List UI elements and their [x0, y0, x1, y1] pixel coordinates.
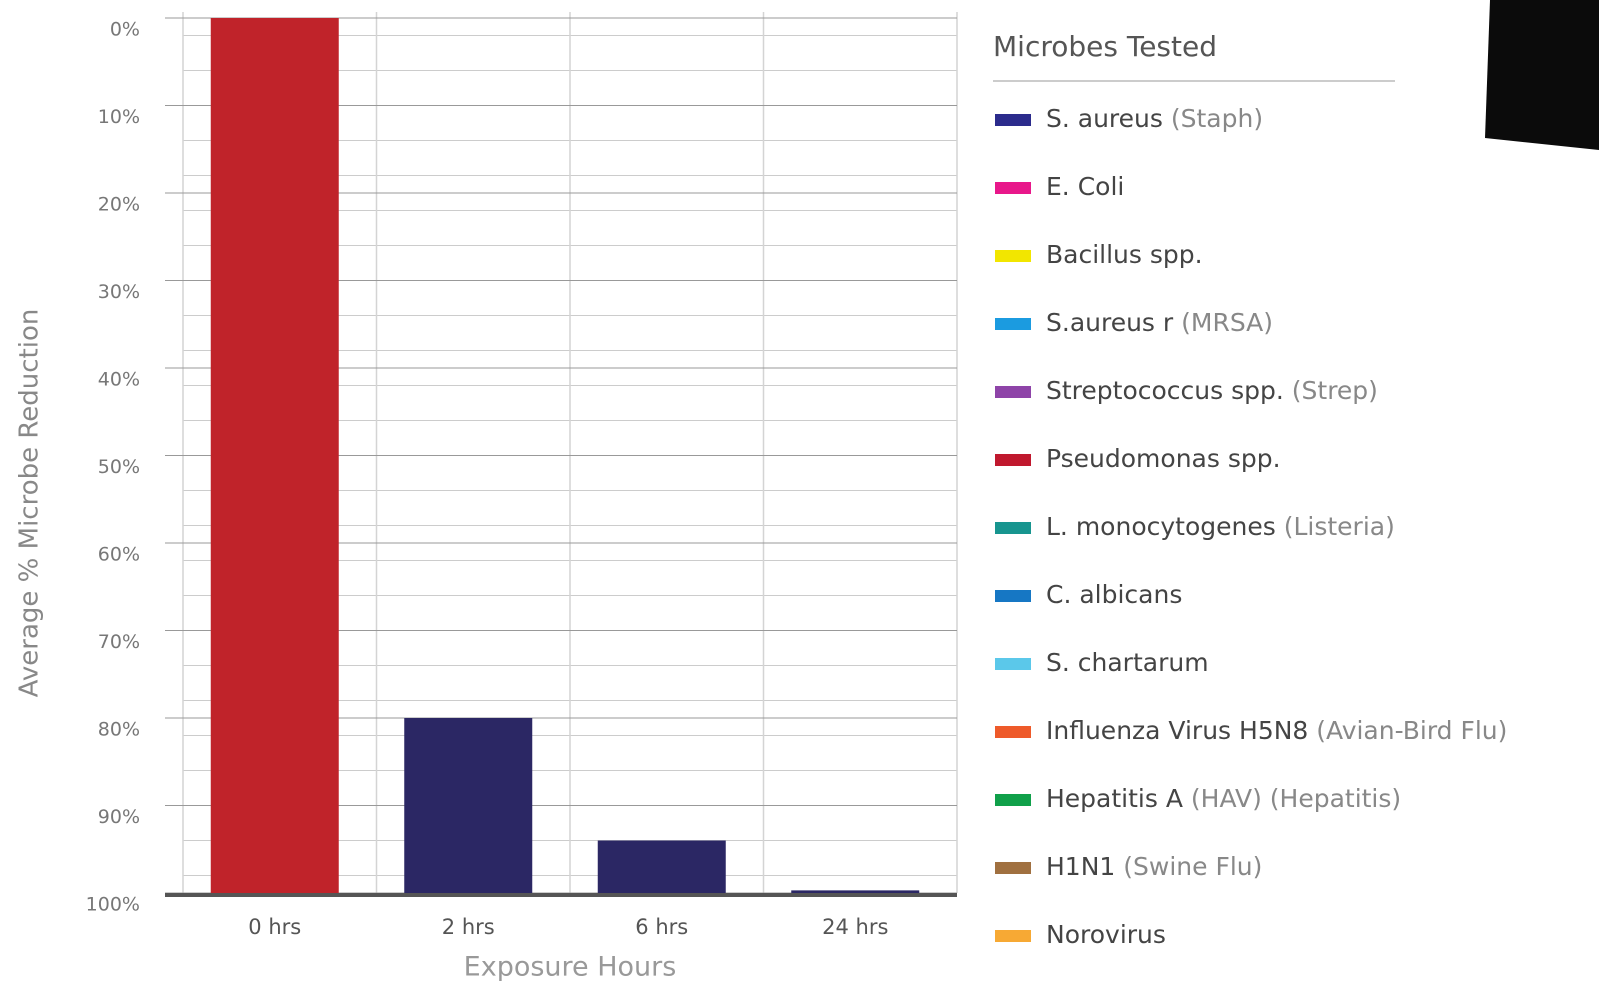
x-tick-label: 0 hrs	[248, 915, 301, 939]
legend-entry: Influenza Virus H5N8 (Avian-Bird Flu)	[1046, 716, 1507, 745]
y-axis-label: Average % Microbe Reduction	[15, 309, 45, 698]
legend-name: S. chartarum	[1046, 648, 1209, 677]
legend-note: (Avian-Bird Flu)	[1316, 716, 1507, 745]
x-tick-label: 6 hrs	[635, 915, 688, 939]
y-tick-label: 0%	[110, 19, 140, 41]
x-axis-label: Exposure Hours	[464, 952, 677, 983]
legend-title: Microbes Tested	[993, 30, 1217, 63]
legend-name: S.aureus r	[1046, 308, 1174, 337]
legend-swatch	[995, 794, 1031, 806]
legend-entry: S.aureus r (MRSA)	[1046, 308, 1273, 337]
legend-name: H1N1	[1046, 852, 1115, 881]
legend-entry: Pseudomonas spp.	[1046, 444, 1281, 473]
legend-entry: Norovirus	[1046, 920, 1166, 949]
y-tick-label: 40%	[98, 369, 140, 391]
legend-entry: Hepatitis A (HAV) (Hepatitis)	[1046, 784, 1401, 813]
y-tick-label: 20%	[98, 194, 140, 216]
y-tick-label: 10%	[98, 106, 140, 128]
legend-name: S. aureus	[1046, 104, 1163, 133]
legend-name: L. monocytogenes	[1046, 512, 1276, 541]
legend-swatch	[995, 658, 1031, 670]
legend-entry: C. albicans	[1046, 580, 1182, 609]
bar	[791, 890, 920, 893]
y-tick-label: 90%	[98, 806, 140, 828]
legend-entry: S. aureus (Staph)	[1046, 104, 1263, 133]
legend-name: C. albicans	[1046, 580, 1182, 609]
legend-swatch	[995, 590, 1031, 602]
legend-swatch	[995, 386, 1031, 398]
y-tick-label: 70%	[98, 631, 140, 653]
legend-note: (Strep)	[1292, 376, 1378, 405]
y-tick-label: 100%	[86, 894, 140, 916]
y-tick-label: 30%	[98, 281, 140, 303]
legend-name: Norovirus	[1046, 920, 1166, 949]
legend-note: (Swine Flu)	[1123, 852, 1262, 881]
legend-note: (HAV) (Hepatitis)	[1191, 784, 1401, 813]
legend-swatch	[995, 318, 1031, 330]
legend-name: Streptococcus spp.	[1046, 376, 1284, 405]
legend-name: Hepatitis A	[1046, 784, 1183, 813]
device-fragment	[1485, 0, 1599, 150]
legend-swatch	[995, 930, 1031, 942]
bar	[597, 840, 726, 893]
legend-swatch	[995, 862, 1031, 874]
legend-name: E. Coli	[1046, 172, 1124, 201]
legend-note: (Listeria)	[1284, 512, 1395, 541]
legend-entry: Bacillus spp.	[1046, 240, 1203, 269]
legend-note: (Staph)	[1171, 104, 1263, 133]
y-tick-label: 80%	[98, 719, 140, 741]
legend-swatch	[995, 182, 1031, 194]
legend-name: Influenza Virus H5N8	[1046, 716, 1308, 745]
bar	[210, 18, 339, 893]
legend-swatch	[995, 726, 1031, 738]
x-tick-label: 2 hrs	[442, 915, 495, 939]
legend-note: (MRSA)	[1181, 308, 1273, 337]
legend-swatch	[995, 114, 1031, 126]
legend-swatch	[995, 522, 1031, 534]
legend-name: Pseudomonas spp.	[1046, 444, 1281, 473]
x-tick-label: 24 hrs	[822, 915, 888, 939]
legend-entry: Streptococcus spp. (Strep)	[1046, 376, 1378, 405]
legend-entry: S. chartarum	[1046, 648, 1209, 677]
bar	[404, 718, 533, 893]
legend-entry: E. Coli	[1046, 172, 1124, 201]
legend-swatch	[995, 454, 1031, 466]
y-tick-label: 60%	[98, 544, 140, 566]
legend-entry: H1N1 (Swine Flu)	[1046, 852, 1262, 881]
legend-entry: L. monocytogenes (Listeria)	[1046, 512, 1395, 541]
legend-swatch	[995, 250, 1031, 262]
y-tick-label: 50%	[98, 456, 140, 478]
legend-name: Bacillus spp.	[1046, 240, 1203, 269]
